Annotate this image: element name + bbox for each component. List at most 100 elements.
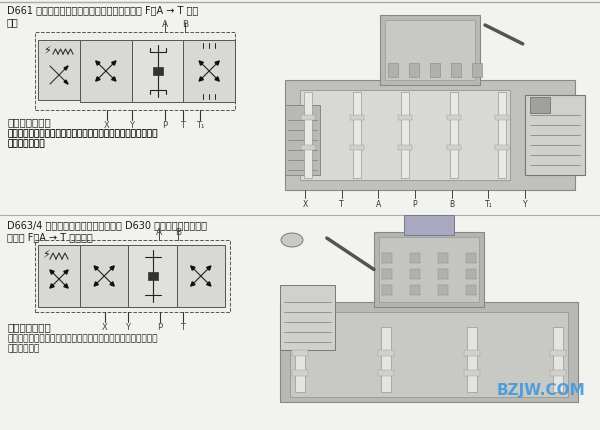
Ellipse shape <box>281 233 303 247</box>
Text: T: T <box>181 121 185 130</box>
Bar <box>379 237 479 302</box>
Bar <box>495 145 509 150</box>
Bar <box>80 40 131 102</box>
Bar <box>550 369 566 375</box>
Bar <box>382 269 392 279</box>
Bar <box>382 285 392 295</box>
Text: BZJW.COM: BZJW.COM <box>496 383 585 398</box>
Bar <box>378 350 394 356</box>
Bar <box>292 369 308 375</box>
Bar <box>472 63 482 77</box>
Bar <box>35 32 235 110</box>
Polygon shape <box>215 61 219 65</box>
Polygon shape <box>206 266 211 270</box>
Polygon shape <box>215 77 219 81</box>
Bar <box>498 92 506 178</box>
Bar <box>438 285 448 295</box>
Bar <box>466 253 476 263</box>
Text: Y: Y <box>125 323 131 332</box>
Polygon shape <box>64 66 68 70</box>
Polygon shape <box>206 282 211 286</box>
Bar <box>353 92 361 178</box>
Text: A: A <box>156 228 162 237</box>
Bar <box>464 369 480 375</box>
Bar <box>553 327 563 392</box>
Polygon shape <box>96 61 100 65</box>
Text: P: P <box>413 200 418 209</box>
Bar <box>349 115 364 120</box>
Text: X: X <box>102 323 108 332</box>
Text: X: X <box>104 121 110 130</box>
Bar <box>446 145 461 150</box>
Bar <box>290 312 568 397</box>
Bar <box>410 269 420 279</box>
Text: B: B <box>449 200 454 209</box>
Polygon shape <box>50 284 54 288</box>
Bar <box>382 253 392 263</box>
Bar <box>398 145 412 150</box>
Bar <box>466 269 476 279</box>
Bar <box>304 92 312 178</box>
Polygon shape <box>64 284 68 288</box>
Bar <box>385 20 475 80</box>
Bar <box>292 350 308 356</box>
Bar <box>464 350 480 356</box>
Polygon shape <box>191 282 195 286</box>
Text: Y: Y <box>130 121 134 130</box>
Bar <box>446 115 461 120</box>
Text: 零时的状态。: 零时的状态。 <box>7 344 39 353</box>
Text: A: A <box>162 20 168 29</box>
Bar <box>451 63 461 77</box>
Bar <box>438 269 448 279</box>
Polygon shape <box>112 61 116 65</box>
Bar <box>285 80 575 190</box>
Polygon shape <box>64 80 68 84</box>
Polygon shape <box>50 270 54 274</box>
Text: D661 系列二级伺服比例控制阀，故障保险类型 F，A → T 阀口: D661 系列二级伺服比例控制阀，故障保险类型 F，A → T 阀口 <box>7 5 198 15</box>
Bar <box>176 245 225 307</box>
Polygon shape <box>199 77 203 81</box>
Polygon shape <box>96 77 100 81</box>
Text: A: A <box>376 200 381 209</box>
Polygon shape <box>110 266 114 270</box>
Bar <box>449 92 458 178</box>
Text: B: B <box>175 228 181 237</box>
Bar <box>128 245 176 307</box>
Text: T₁: T₁ <box>485 200 492 209</box>
Bar <box>378 369 394 375</box>
Text: X: X <box>302 200 308 209</box>
Polygon shape <box>199 61 203 65</box>
Text: 此机能符号表示阀在已加上先导级压力和电源供电以及指令信号
为零时的状态。: 此机能符号表示阀在已加上先导级压力和电源供电以及指令信号 为零时的状态。 <box>7 129 157 148</box>
Bar <box>374 232 484 307</box>
Polygon shape <box>191 266 195 270</box>
Text: 为零时的状态。: 为零时的状态。 <box>7 139 44 148</box>
Polygon shape <box>64 270 68 274</box>
Polygon shape <box>94 282 98 286</box>
Bar <box>349 145 364 150</box>
Text: T: T <box>340 200 344 209</box>
Bar <box>295 327 305 392</box>
Bar <box>35 240 230 312</box>
Text: T: T <box>181 323 185 332</box>
Bar <box>38 245 80 307</box>
Text: B: B <box>182 20 188 29</box>
Bar <box>438 253 448 263</box>
Text: ⚡: ⚡ <box>43 46 51 56</box>
Bar <box>550 350 566 356</box>
Bar <box>410 253 420 263</box>
Bar <box>401 92 409 178</box>
Text: ⚡: ⚡ <box>42 250 50 260</box>
Bar <box>398 115 412 120</box>
Bar <box>148 272 157 280</box>
Text: 此机能符号表示阀已加上先导级压力和电源供电以及指令信号为: 此机能符号表示阀已加上先导级压力和电源供电以及指令信号为 <box>7 334 157 343</box>
Bar <box>466 285 476 295</box>
Bar <box>131 40 184 102</box>
Bar <box>410 285 420 295</box>
Bar <box>409 63 419 77</box>
Bar <box>280 285 335 350</box>
Bar <box>430 63 440 77</box>
Text: 液压机能符号：: 液压机能符号： <box>7 117 51 127</box>
Text: Y: Y <box>523 200 527 209</box>
Bar <box>280 302 578 402</box>
Bar <box>467 327 477 392</box>
